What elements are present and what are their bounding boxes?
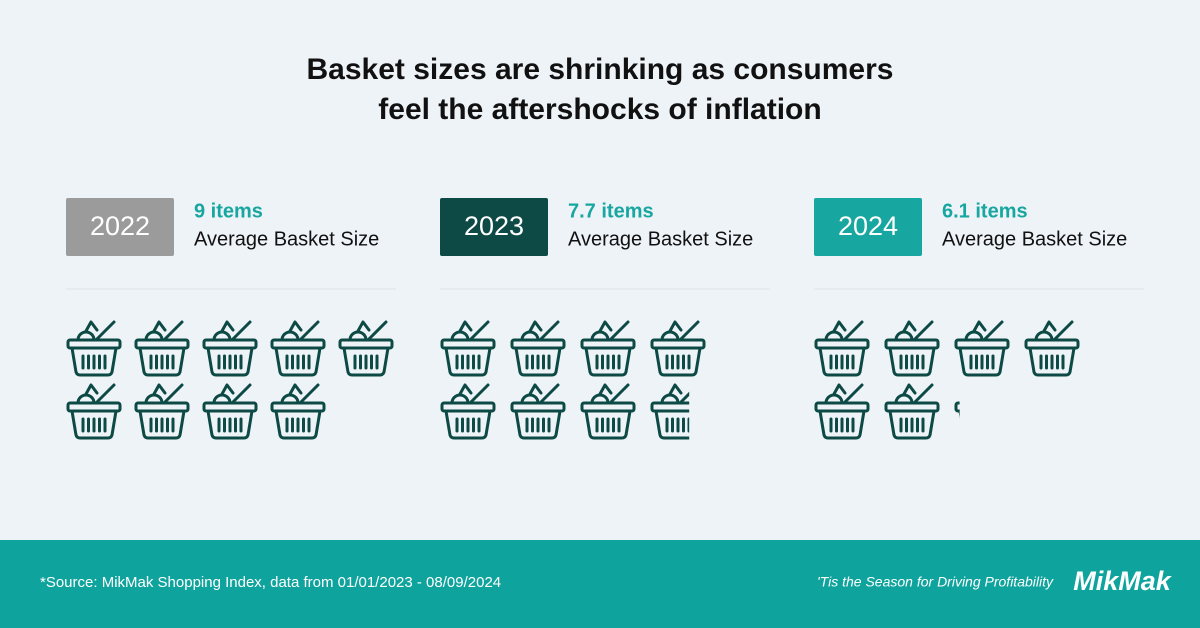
basket-icon (884, 320, 940, 377)
basket-icon (954, 401, 960, 418)
basket-icon (510, 383, 566, 440)
value-label: 9 items (194, 200, 263, 222)
value-label: 7.7 items (568, 200, 654, 222)
chart-title: Basket sizes are shrinking as consumers … (306, 53, 894, 126)
basket-icon (650, 383, 690, 440)
basket-icon (1024, 320, 1080, 377)
year-badge (440, 198, 548, 256)
tagline: 'Tis the Season for Driving Profitabilit… (817, 574, 1054, 590)
basket-icon (814, 320, 870, 377)
value-label: 6.1 items (942, 200, 1028, 222)
basket-icon (202, 383, 258, 440)
category-label: 2022 (90, 211, 150, 241)
basket-icon (338, 320, 394, 377)
basket-icon (954, 320, 1010, 377)
value-caption: Average Basket Size (942, 228, 1127, 250)
basket-icon (66, 383, 122, 440)
basket-icon (134, 383, 190, 440)
basket-icon (580, 320, 636, 377)
year-badge (814, 198, 922, 256)
value-caption: Average Basket Size (568, 228, 753, 250)
basket-icon (510, 320, 566, 377)
basket-icon (650, 320, 706, 377)
basket-icon (270, 383, 326, 440)
logo: MikMak (1073, 566, 1173, 596)
category-label: 2024 (838, 211, 898, 241)
basket-icon (134, 320, 190, 377)
basket-icon (270, 320, 326, 377)
year-badge (66, 198, 174, 256)
basket-icon (440, 383, 496, 440)
category-label: 2023 (464, 211, 524, 241)
footer-band (0, 540, 1200, 628)
value-caption: Average Basket Size (194, 228, 379, 250)
basket-icon (440, 320, 496, 377)
basket-icon (202, 320, 258, 377)
source-note: *Source: MikMak Shopping Index, data fro… (40, 574, 501, 591)
basket-icon (814, 383, 870, 440)
basket-icon (884, 383, 940, 440)
basket-icon (66, 320, 122, 377)
basket-icon (580, 383, 636, 440)
